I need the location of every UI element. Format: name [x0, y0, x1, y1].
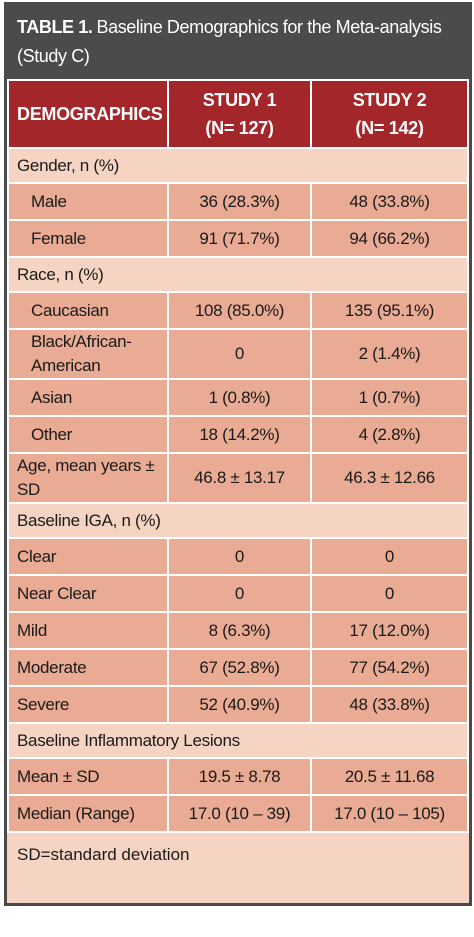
header-name: DEMOGRAPHICS — [17, 104, 163, 124]
data-row: Severe 52 (40.9%) 48 (33.8%) — [7, 685, 469, 724]
row-label: Black/African-American — [7, 328, 169, 380]
header-n: (N= 127) — [205, 118, 274, 138]
data-row: Black/African-American 0 2 (1.4%) — [7, 328, 469, 380]
data-row: Female 91 (71.7%) 94 (66.2%) — [7, 219, 469, 258]
row-label: Female — [7, 219, 169, 258]
value-cell: 18 (14.2%) — [167, 415, 312, 454]
section-row: Race, n (%) — [7, 256, 469, 293]
data-row: Median (Range) 17.0 (10 – 39) 17.0 (10 – 1… — [7, 794, 469, 833]
header-cell: STUDY 1 (N= 127) — [167, 79, 312, 149]
value-cell: 46.3 ± 12.66 — [310, 452, 469, 504]
data-row: Asian 1 (0.8%) 1 (0.7%) — [7, 378, 469, 417]
value-cell: 0 — [167, 328, 312, 380]
row-label: Asian — [7, 378, 169, 417]
data-row: Mild 8 (6.3%) 17 (12.0%) — [7, 611, 469, 650]
value-cell: 0 — [310, 537, 469, 576]
value-cell: 20.5 ± 11.68 — [310, 757, 469, 796]
footnote: SD=standard deviation — [17, 845, 190, 864]
row-label: Mean ± SD — [7, 757, 169, 796]
row-label: Other — [7, 415, 169, 454]
table-frame: TABLE 1. Baseline Demographics for the Me… — [4, 2, 472, 906]
header-n: (N= 142) — [355, 118, 424, 138]
value-cell: 0 — [167, 537, 312, 576]
value-cell: 4 (2.8%) — [310, 415, 469, 454]
value-cell: 1 (0.8%) — [167, 378, 312, 417]
row-label: Caucasian — [7, 291, 169, 330]
value-cell: 17.0 (10 – 105) — [310, 794, 469, 833]
value-cell: 0 — [167, 574, 312, 613]
data-row: Clear 0 0 — [7, 537, 469, 576]
table-label: TABLE 1. — [17, 17, 93, 37]
section-cell: Baseline IGA, n (%) — [7, 502, 469, 539]
value-cell: 94 (66.2%) — [310, 219, 469, 258]
section-row: Baseline Inflammatory Lesions — [7, 722, 469, 759]
value-cell: 135 (95.1%) — [310, 291, 469, 330]
table-body: Gender, n (%) Male 36 (28.3%) 48 (33.8%) Fem… — [7, 147, 469, 833]
data-row: Mean ± SD 19.5 ± 8.78 20.5 ± 11.68 — [7, 757, 469, 796]
header-name: STUDY 2 — [352, 90, 427, 110]
section-row: Baseline IGA, n (%) — [7, 502, 469, 539]
value-cell: 8 (6.3%) — [167, 611, 312, 650]
data-row: Other 18 (14.2%) 4 (2.8%) — [7, 415, 469, 454]
value-cell: 48 (33.8%) — [310, 685, 469, 724]
value-cell: 108 (85.0%) — [167, 291, 312, 330]
header-row: DEMOGRAPHICS STUDY 1 (N= 127) STUDY 2 (N= 14… — [7, 79, 469, 149]
value-cell: 91 (71.7%) — [167, 219, 312, 258]
value-cell: 2 (1.4%) — [310, 328, 469, 380]
section-cell: Baseline Inflammatory Lesions — [7, 722, 469, 759]
row-label: Clear — [7, 537, 169, 576]
value-cell: 67 (52.8%) — [167, 648, 312, 687]
value-cell: 17.0 (10 – 39) — [167, 794, 312, 833]
value-cell: 0 — [310, 574, 469, 613]
row-label: Mild — [7, 611, 169, 650]
row-label: Severe — [7, 685, 169, 724]
header-cell: DEMOGRAPHICS — [7, 79, 169, 149]
value-cell: 48 (33.8%) — [310, 182, 469, 221]
row-label: Moderate — [7, 648, 169, 687]
value-cell: 46.8 ± 13.17 — [167, 452, 312, 504]
section-row: Gender, n (%) — [7, 147, 469, 184]
data-row: Caucasian 108 (85.0%) 135 (95.1%) — [7, 291, 469, 330]
data-row: Near Clear 0 0 — [7, 574, 469, 613]
data-row: Male 36 (28.3%) 48 (33.8%) — [7, 182, 469, 221]
title-bar: TABLE 1. Baseline Demographics for the Me… — [7, 5, 469, 79]
header-name: STUDY 1 — [202, 90, 277, 110]
row-label: Male — [7, 182, 169, 221]
header-cell: STUDY 2 (N= 142) — [310, 79, 469, 149]
row-label: Near Clear — [7, 574, 169, 613]
row-label: Age, mean years ± SD — [7, 452, 169, 504]
value-cell: 1 (0.7%) — [310, 378, 469, 417]
row-label: Median (Range) — [7, 794, 169, 833]
value-cell: 77 (54.2%) — [310, 648, 469, 687]
value-cell: 17 (12.0%) — [310, 611, 469, 650]
value-cell: 36 (28.3%) — [167, 182, 312, 221]
section-cell: Race, n (%) — [7, 256, 469, 293]
data-row: Moderate 67 (52.8%) 77 (54.2%) — [7, 648, 469, 687]
data-row: Age, mean years ± SD 46.8 ± 13.17 46.3 ± 1… — [7, 452, 469, 504]
table: DEMOGRAPHICS STUDY 1 (N= 127) STUDY 2 (N= 14… — [7, 79, 469, 833]
table-title: Baseline Demographics for the Meta-analy… — [17, 17, 442, 66]
section-cell: Gender, n (%) — [7, 147, 469, 184]
value-cell: 52 (40.9%) — [167, 685, 312, 724]
value-cell: 19.5 ± 8.78 — [167, 757, 312, 796]
